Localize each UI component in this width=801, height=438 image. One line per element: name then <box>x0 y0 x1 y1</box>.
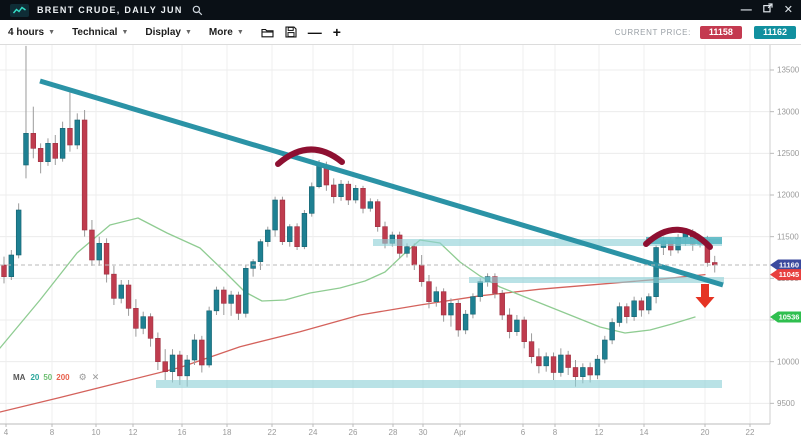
save-icon[interactable] <box>285 26 297 38</box>
technical-dropdown[interactable]: Technical ▼ <box>72 27 128 38</box>
ma-period-200: 200 <box>56 373 70 382</box>
zoom-in-button[interactable]: + <box>332 23 341 40</box>
chevron-down-icon: ▼ <box>236 28 244 36</box>
svg-text:4: 4 <box>4 428 9 437</box>
svg-text:12: 12 <box>129 428 138 437</box>
timeframe-label: 4 hours <box>8 26 45 38</box>
ma-indicator-legend: MA 20 50 200 ⚙ ✕ <box>13 372 100 383</box>
svg-text:30: 30 <box>419 428 428 437</box>
svg-text:11160: 11160 <box>779 261 799 270</box>
sell-price-badge[interactable]: 11158 <box>699 25 742 39</box>
svg-text:12000: 12000 <box>777 191 800 200</box>
svg-text:9500: 9500 <box>777 399 795 408</box>
svg-text:22: 22 <box>746 428 755 437</box>
minimize-button[interactable]: — <box>740 4 752 16</box>
display-label: Display <box>145 26 181 38</box>
svg-text:12500: 12500 <box>777 149 800 158</box>
search-icon[interactable] <box>192 5 203 16</box>
more-label: More <box>208 26 233 38</box>
chevron-down-icon: ▼ <box>121 28 129 36</box>
chevron-down-icon: ▼ <box>184 28 192 36</box>
ma-period-50: 50 <box>43 373 53 382</box>
ma-label: MA <box>13 373 26 382</box>
instrument-title: BRENT CRUDE, DAILY JUN <box>37 5 183 15</box>
svg-text:20: 20 <box>701 428 710 437</box>
svg-text:6: 6 <box>521 428 526 437</box>
technical-label: Technical <box>72 26 118 38</box>
gear-icon[interactable]: ⚙ <box>78 372 87 382</box>
ma-period-20: 20 <box>30 373 40 382</box>
svg-text:10000: 10000 <box>777 357 800 366</box>
svg-text:16: 16 <box>178 428 187 437</box>
svg-text:8: 8 <box>50 428 55 437</box>
titlebar: BRENT CRUDE, DAILY JUN — ✕ <box>0 0 801 20</box>
app-logo-icon <box>10 3 29 17</box>
popout-icon[interactable] <box>762 0 773 20</box>
svg-text:10536: 10536 <box>779 313 800 322</box>
svg-text:28: 28 <box>389 428 398 437</box>
close-button[interactable]: ✕ <box>783 4 793 16</box>
svg-text:Apr: Apr <box>454 428 467 437</box>
svg-text:8: 8 <box>553 428 558 437</box>
chevron-down-icon: ▼ <box>48 28 56 36</box>
current-price-label: CURRENT PRICE: <box>614 27 691 37</box>
svg-text:24: 24 <box>309 428 318 437</box>
chart-toolbar: 4 hours ▼ Technical ▼ Display ▼ More ▼ — + C… <box>0 20 801 45</box>
svg-text:18: 18 <box>223 428 232 437</box>
svg-text:13000: 13000 <box>777 107 800 116</box>
svg-text:14: 14 <box>640 428 649 437</box>
timeframe-dropdown[interactable]: 4 hours ▼ <box>8 27 55 38</box>
svg-text:11045: 11045 <box>779 270 799 279</box>
svg-text:26: 26 <box>349 428 358 437</box>
zoom-out-button[interactable]: — <box>307 23 322 40</box>
open-folder-icon[interactable] <box>261 27 274 38</box>
price-chart[interactable]: 1350013000125001200011500110001050010000… <box>0 45 801 438</box>
svg-text:22: 22 <box>268 428 277 437</box>
svg-text:11500: 11500 <box>777 232 799 241</box>
svg-text:13500: 13500 <box>777 66 800 75</box>
close-icon[interactable]: ✕ <box>91 372 100 382</box>
svg-text:10: 10 <box>92 428 101 437</box>
display-dropdown[interactable]: Display ▼ <box>145 27 192 38</box>
more-dropdown[interactable]: More ▼ <box>209 27 244 38</box>
ma-periods: 20 50 200 <box>30 373 73 382</box>
buy-price-badge[interactable]: 11162 <box>753 25 796 39</box>
svg-text:12: 12 <box>595 428 604 437</box>
